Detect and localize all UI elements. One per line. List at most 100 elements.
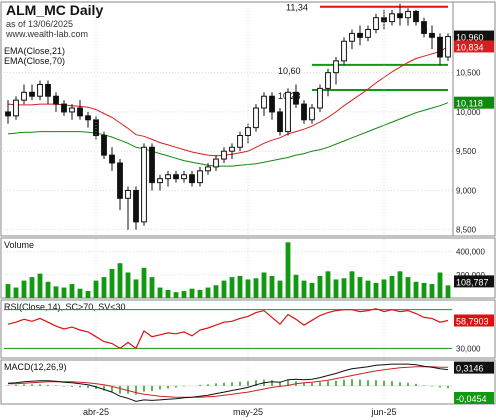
volume-bar bbox=[173, 292, 179, 298]
macd-hist-last-label: -0,0454 bbox=[456, 394, 487, 404]
volume-bar bbox=[373, 282, 379, 298]
chart-title: ALM_MC Daily bbox=[6, 2, 104, 18]
volume-bar bbox=[85, 291, 91, 298]
candle-body bbox=[37, 83, 43, 97]
candle-body bbox=[29, 91, 35, 97]
asof-date: as of 13/06/2025 bbox=[6, 19, 74, 29]
volume-bar bbox=[357, 277, 363, 298]
candle-body bbox=[181, 174, 187, 180]
volume-bar bbox=[37, 273, 43, 298]
candle-body bbox=[365, 28, 371, 38]
volume-bar bbox=[285, 242, 291, 298]
candle-body bbox=[189, 174, 195, 184]
volume-bar bbox=[77, 288, 83, 298]
volume-bar bbox=[93, 280, 99, 298]
candle-body bbox=[437, 36, 443, 58]
ema21-line bbox=[7, 45, 449, 157]
chart-header: ALM_MC Daily as of 13/06/2025 www.wealth… bbox=[6, 2, 103, 39]
volume-bar bbox=[133, 279, 139, 298]
macd-hist-last-label-bg bbox=[454, 392, 494, 404]
candle-body bbox=[221, 150, 227, 160]
volume-bar bbox=[229, 277, 235, 298]
volume-bar bbox=[325, 271, 331, 298]
candle-body bbox=[229, 146, 235, 152]
x-tick-label: may-25 bbox=[233, 407, 263, 417]
candle-body bbox=[101, 134, 107, 156]
candle-body bbox=[373, 17, 379, 30]
volume-bar bbox=[317, 275, 323, 298]
volume-bar bbox=[101, 277, 107, 298]
candle-body bbox=[13, 99, 19, 117]
candle-body bbox=[5, 111, 11, 117]
level-label: 10,60 bbox=[278, 66, 301, 76]
volume-bar bbox=[429, 284, 435, 298]
volume-bar bbox=[21, 280, 27, 298]
candle-body bbox=[237, 134, 243, 148]
rsi-title: RSI(Close,14), SC>70, SV<30 bbox=[4, 302, 126, 312]
rsi-y-tick: 30,000 bbox=[456, 344, 481, 353]
volume-bar bbox=[245, 279, 251, 298]
price-y-tick: 8,500 bbox=[456, 226, 477, 235]
candle-body bbox=[397, 13, 403, 19]
level-label: 11,34 bbox=[286, 3, 308, 13]
volume-y-tick: 400,000 bbox=[456, 248, 485, 257]
candle-body bbox=[85, 115, 91, 121]
price-y-tick: 9,500 bbox=[456, 147, 477, 156]
volume-bar bbox=[189, 288, 195, 298]
candle-body bbox=[77, 107, 83, 117]
ema21-last-label: 10,834 bbox=[456, 42, 484, 52]
candle-body bbox=[157, 178, 163, 184]
volume-bar bbox=[221, 280, 227, 298]
legend-ema70: EMA(Close,70) bbox=[4, 56, 66, 66]
candle-body bbox=[53, 95, 59, 105]
volume-bar bbox=[445, 285, 451, 298]
candle-body bbox=[429, 32, 435, 38]
last-close-label: 10,960 bbox=[456, 33, 484, 43]
x-tick-label: abr-25 bbox=[83, 407, 109, 417]
candle-body bbox=[205, 166, 211, 172]
candle-body bbox=[317, 87, 323, 109]
volume-bar bbox=[53, 286, 59, 298]
ema70-line bbox=[7, 102, 449, 167]
ema70-last-label-bg bbox=[454, 96, 494, 109]
candle-body bbox=[141, 146, 147, 223]
volume-bar bbox=[141, 267, 147, 298]
volume-bar bbox=[109, 269, 115, 298]
volume-bar bbox=[181, 291, 187, 298]
candle-body bbox=[293, 91, 299, 105]
candle-body bbox=[413, 10, 419, 23]
candle-body bbox=[349, 32, 355, 42]
candle-body bbox=[253, 107, 259, 129]
candle-body bbox=[61, 103, 67, 113]
macd-signal-line bbox=[8, 366, 448, 398]
volume-last-label-bg bbox=[454, 275, 494, 288]
volume-bar bbox=[13, 287, 19, 298]
volume-bar bbox=[301, 280, 307, 298]
volume-bar bbox=[349, 271, 355, 298]
volume-bar bbox=[421, 282, 427, 298]
candle-body bbox=[357, 32, 363, 38]
candle-body bbox=[381, 17, 387, 23]
candle-body bbox=[269, 95, 275, 113]
ema70-last-label: 10,118 bbox=[456, 99, 483, 109]
volume-y-tick: 200,000 bbox=[456, 271, 485, 280]
volume-bar bbox=[45, 281, 51, 298]
volume-bar bbox=[437, 272, 443, 298]
last-close-label-bg bbox=[454, 30, 494, 43]
x-tick-label: jun-25 bbox=[370, 407, 396, 417]
volume-bar bbox=[125, 272, 131, 298]
volume-bar bbox=[293, 274, 299, 298]
volume-bar bbox=[341, 278, 347, 298]
volume-bar bbox=[149, 277, 155, 298]
volume-bar bbox=[397, 271, 403, 298]
volume-bar bbox=[405, 277, 411, 298]
legend: EMA(Close,21) EMA(Close,70) bbox=[4, 46, 65, 66]
candle-body bbox=[69, 107, 75, 113]
volume-bar bbox=[157, 287, 163, 298]
volume-bar bbox=[253, 278, 259, 298]
rsi-last-label: 58,7903 bbox=[456, 317, 489, 327]
candle-body bbox=[341, 40, 347, 62]
candle-body bbox=[421, 21, 427, 34]
macd-line bbox=[7, 363, 449, 402]
